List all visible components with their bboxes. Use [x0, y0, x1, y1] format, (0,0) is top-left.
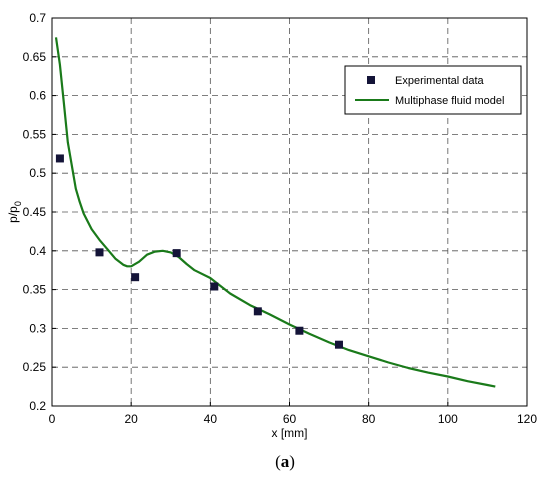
y-tick-label: 0.5: [29, 166, 46, 180]
legend-marker-experimental: [367, 76, 375, 84]
y-axis-label-main: p/p: [6, 206, 20, 223]
caption-close: ): [289, 452, 295, 471]
x-axis-label: x [mm]: [272, 426, 308, 440]
x-tick-label: 120: [517, 412, 537, 426]
figure-caption: (a): [275, 452, 295, 471]
experimental-point: [334, 340, 343, 349]
y-tick-label: 0.2: [29, 399, 46, 413]
legend: Experimental data Multiphase fluid model: [344, 65, 522, 115]
y-tick-label: 0.45: [23, 205, 47, 219]
y-tick-label: 0.7: [29, 11, 46, 25]
experimental-point: [131, 273, 140, 282]
grid: [52, 18, 527, 406]
experimental-point: [295, 326, 304, 335]
experimental-point: [210, 282, 219, 291]
y-axis-label-subscript: 0: [13, 201, 23, 206]
y-tick-label: 0.55: [23, 127, 47, 141]
y-tick-label: 0.6: [29, 89, 46, 103]
experimental-point: [172, 249, 181, 258]
y-tick-label: 0.25: [23, 360, 47, 374]
experimental-point: [253, 307, 262, 316]
caption-letter: a: [281, 452, 290, 471]
series: [54, 37, 496, 388]
x-tick-label: 60: [283, 412, 297, 426]
x-tick-label: 40: [204, 412, 218, 426]
experimental-point: [95, 248, 104, 257]
x-tick-label: 80: [362, 412, 376, 426]
y-tick-label: 0.4: [29, 244, 46, 258]
experimental-point: [55, 154, 64, 163]
y-tick-label: 0.3: [29, 321, 46, 335]
ticks: 0 20 40 60 80 100 120 0.2 0.25 0.3 0.35 0.4 0.45 0.5 0…: [23, 11, 538, 426]
legend-box: [344, 65, 522, 115]
model-line: [54, 37, 496, 388]
y-tick-label: 0.65: [23, 50, 47, 64]
y-tick-label: 0.35: [23, 283, 47, 297]
legend-label-experimental: Experimental data: [395, 75, 485, 87]
y-axis-label: p/p0: [6, 201, 23, 223]
x-tick-label: 100: [438, 412, 458, 426]
legend-label-model: Multiphase fluid model: [395, 95, 504, 107]
x-tick-label: 20: [124, 412, 138, 426]
x-tick-label: 0: [49, 412, 56, 426]
caption-open: (: [275, 452, 281, 471]
